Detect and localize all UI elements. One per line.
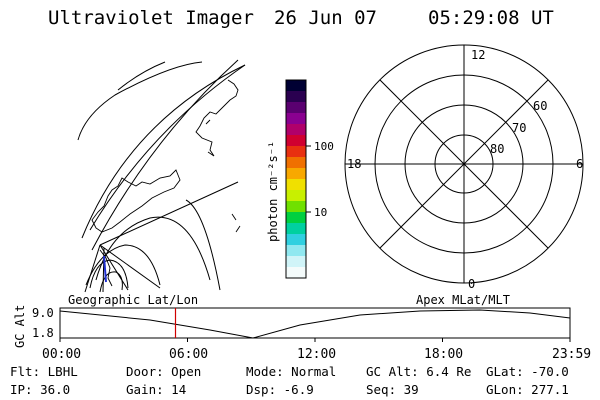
- info-seq: Seq: 39: [366, 382, 419, 397]
- colorbar-segment: [286, 201, 306, 213]
- timeline-x-tick-1200: 12:00: [297, 347, 336, 362]
- colorbar-tick-label: 100: [314, 140, 334, 153]
- colorbar: [285, 79, 307, 279]
- colorbar-segment: [286, 135, 306, 147]
- colorbar-frame: [285, 79, 307, 279]
- info-glat: GLat: -70.0: [486, 364, 569, 379]
- colorbar-segment: [286, 256, 306, 268]
- mlt-label-0: 0: [468, 277, 475, 291]
- map-position-marker: [103, 255, 107, 283]
- timeline-x-tick-1800: 18:00: [424, 347, 463, 362]
- mlat-label-70: 70: [512, 121, 526, 135]
- altitude-curve: [59, 309, 571, 339]
- colorbar-segment: [286, 102, 306, 114]
- date-label: 26 Jun 07: [274, 7, 377, 29]
- mlat-label-60: 60: [533, 99, 547, 113]
- colorbar-segment: [286, 212, 306, 224]
- colorbar-segment: [286, 91, 306, 103]
- info-mode: Mode: Normal: [246, 364, 336, 379]
- info-glon: GLon: 277.1: [486, 382, 569, 397]
- info-ip: IP: 36.0: [10, 382, 70, 397]
- colorbar-segment: [286, 146, 306, 158]
- polar-plot: [344, 44, 584, 284]
- colorbar-segment: [286, 124, 306, 136]
- info-flt: Flt: LBHL: [10, 364, 78, 379]
- mlat-label-80: 80: [490, 142, 504, 156]
- colorbar-segment: [286, 234, 306, 246]
- info-gc-alt: GC Alt: 6.4 Re: [366, 364, 471, 379]
- colorbar-segment: [286, 179, 306, 191]
- geographic-map: [77, 59, 246, 293]
- info-door: Door: Open: [126, 364, 201, 379]
- geographic-panel-label: Geographic Lat/Lon: [68, 293, 198, 307]
- timeline-x-tick-0600: 06:00: [169, 347, 208, 362]
- mlt-label-18: 18: [347, 157, 361, 171]
- timeline-x-tick-2359: 23:59: [552, 347, 591, 362]
- info-dsp: Dsp: -6.9: [246, 382, 314, 397]
- mlt-label-12: 12: [471, 48, 485, 62]
- timeline-x-tick-0000: 00:00: [42, 347, 81, 362]
- instrument-info: Flt: LBHL Door: Open Mode: Normal GC Alt…: [10, 364, 569, 397]
- colorbar-segment: [286, 80, 306, 92]
- mlt-label-6: 6: [576, 157, 583, 171]
- time-label: 05:29:08 UT: [428, 7, 554, 29]
- colorbar-segment: [286, 245, 306, 257]
- apex-panel-label: Apex MLat/MLT: [416, 293, 510, 307]
- colorbar-ticks: 100 10: [306, 140, 334, 219]
- colorbar-segment: [286, 223, 306, 235]
- timeline-y-title: GC Alt: [13, 305, 27, 348]
- timeline-y-tick-min: 1.8: [32, 326, 54, 340]
- colorbar-tick-label: 10: [314, 206, 327, 219]
- colorbar-unit-label: photon cm⁻²s⁻¹: [266, 141, 280, 242]
- colorbar-segment: [286, 113, 306, 125]
- altitude-timeline: [59, 307, 571, 342]
- colorbar-segment: [286, 267, 306, 279]
- timeline-y-tick-max: 9.0: [32, 306, 54, 320]
- info-gain: Gain: 14: [126, 382, 186, 397]
- colorbar-segment: [286, 168, 306, 180]
- colorbar-segment: [286, 157, 306, 169]
- colorbar-segment: [286, 190, 306, 202]
- app-title: Ultraviolet Imager: [48, 7, 254, 29]
